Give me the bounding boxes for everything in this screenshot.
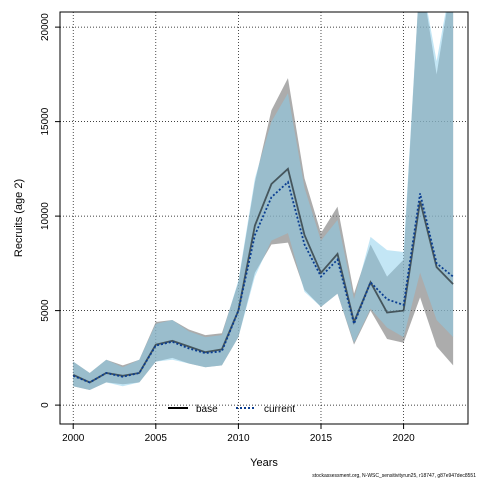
series-line-base xyxy=(72,167,454,384)
x-tick-label: 2010 xyxy=(227,433,250,444)
x-tick-label: 2015 xyxy=(310,433,333,444)
y-tick-label: 5000 xyxy=(40,299,51,322)
legend-label-base: base xyxy=(196,404,218,415)
x-tick-label: 2000 xyxy=(62,433,85,444)
legend-label-current: current xyxy=(264,404,295,415)
x-tick-label: 2005 xyxy=(145,433,168,444)
footer-note: stockassessment.org, N-WSC_sensitivityru… xyxy=(312,473,476,479)
y-tick-label: 10000 xyxy=(40,202,51,230)
series-line-current xyxy=(72,180,454,384)
y-tick-label: 20000 xyxy=(40,13,51,41)
series-lines xyxy=(72,167,454,384)
x-tick-label: 2020 xyxy=(392,433,415,444)
x-axis-title: Years xyxy=(250,457,278,469)
confidence-bands xyxy=(73,12,454,390)
axes: 2000 2005 2010 2015 2020 0 5000 10000 15000 20000 xyxy=(40,13,415,444)
y-axis-title: Recruits (age 2) xyxy=(13,179,25,257)
legend: base current xyxy=(168,404,295,415)
y-tick-label: 0 xyxy=(40,402,51,408)
confidence-band-current xyxy=(73,12,454,390)
plot-border xyxy=(59,11,469,425)
y-tick-label: 15000 xyxy=(40,107,51,135)
